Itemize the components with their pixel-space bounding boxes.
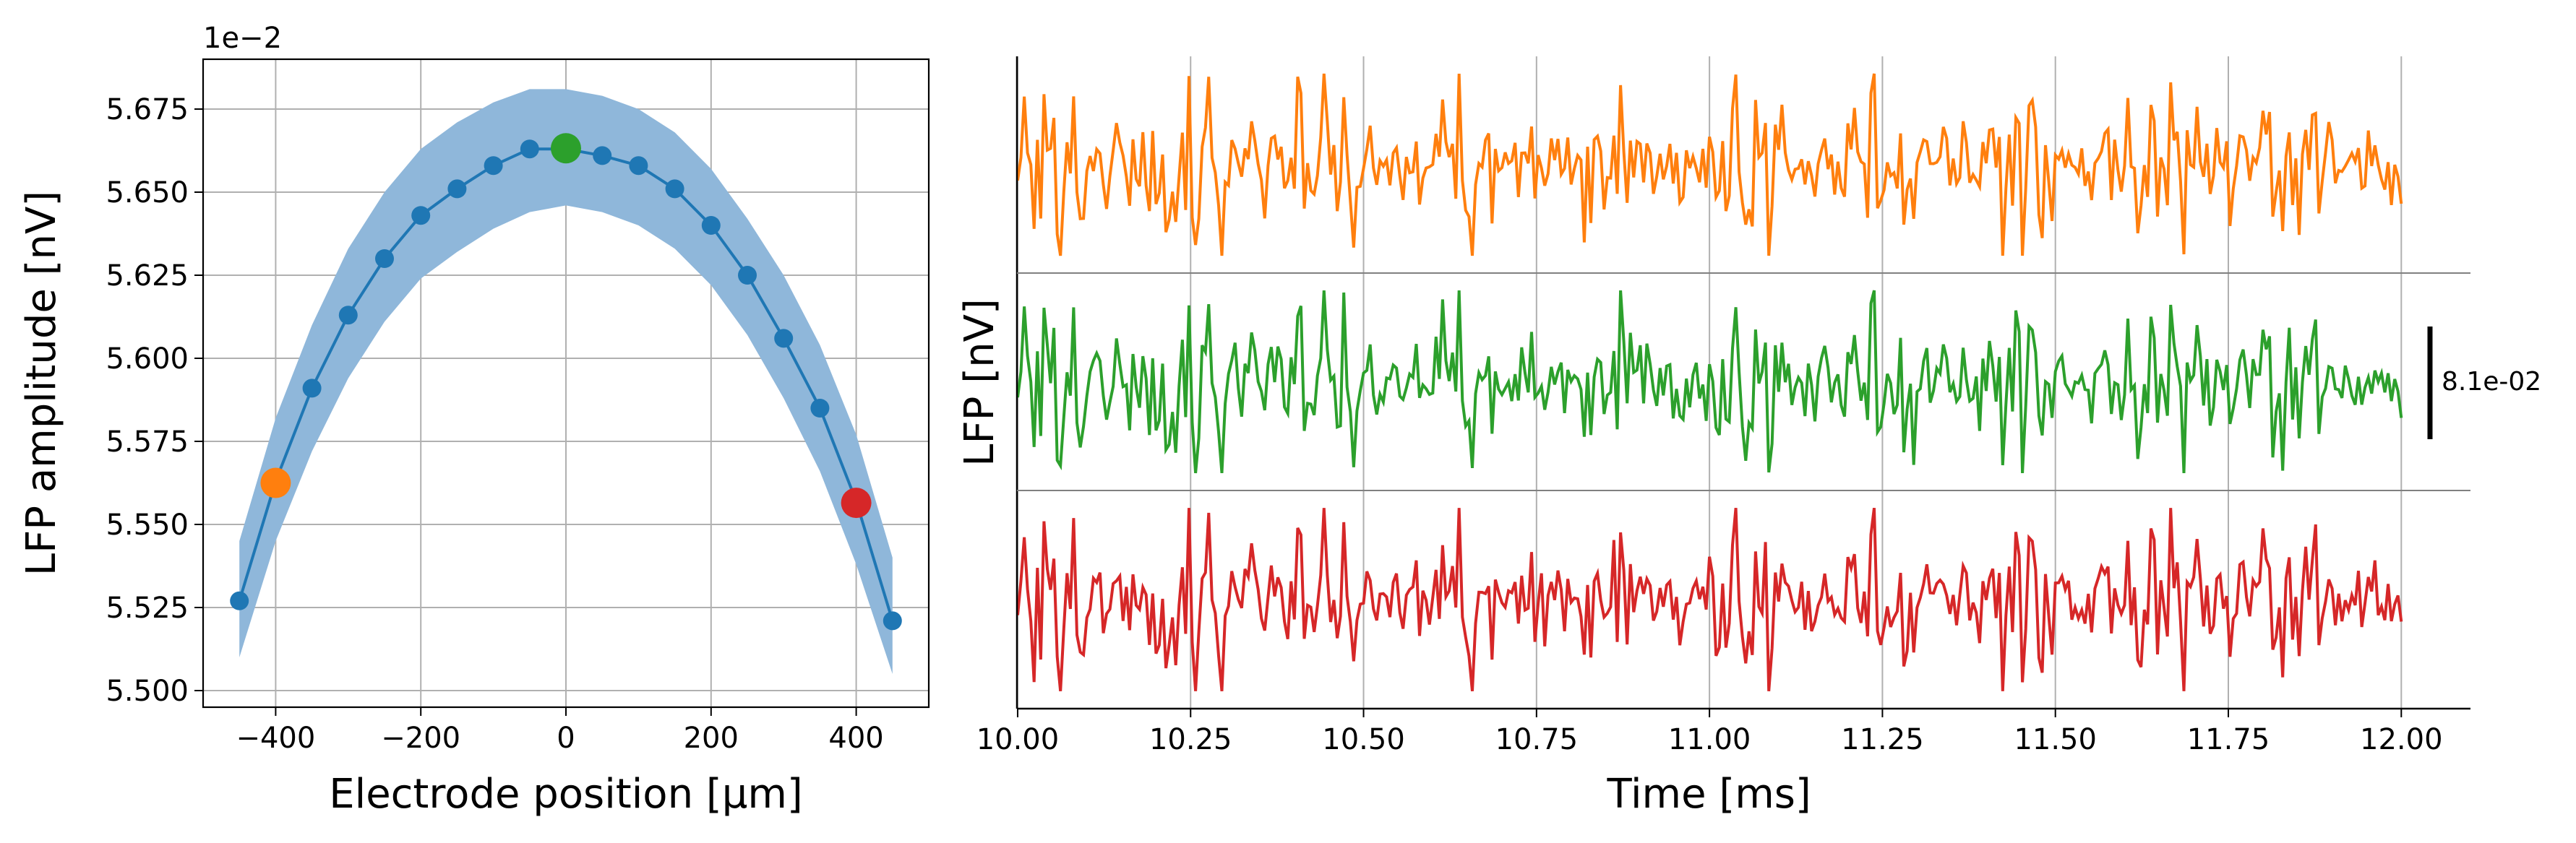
scale-bar-label: 8.1e-02 <box>2442 367 2541 397</box>
data-point <box>302 379 322 398</box>
y-offset-label: 1e−2 <box>203 22 282 55</box>
highlight-point <box>260 467 291 498</box>
left-y-axis-label: LFP amplitude [nV] <box>18 191 65 576</box>
left-y-tick-label: 5.650 <box>106 176 189 209</box>
right-x-tick-label: 10.25 <box>1149 723 1232 756</box>
left-y-tick-label: 5.675 <box>106 93 189 126</box>
left-x-tick-label: −200 <box>381 722 460 755</box>
left-x-tick-label: −400 <box>236 722 315 755</box>
data-point <box>774 329 794 348</box>
right-x-tick-label: 12.00 <box>2360 723 2443 756</box>
data-point <box>230 591 249 610</box>
right-x-tick-label: 10.75 <box>1495 723 1579 756</box>
highlight-point <box>841 488 872 519</box>
amplitude-panel: −400 −200 0 200 400 5.500 5.525 5.550 5.575 5.600… <box>18 22 930 818</box>
left-y-tick-label: 5.500 <box>106 675 189 708</box>
data-point <box>338 306 358 325</box>
left-x-tick-label: 0 <box>557 722 575 755</box>
lfp-trace <box>1016 290 2403 474</box>
data-point <box>411 206 431 225</box>
lfp-trace <box>1016 507 2403 691</box>
data-point <box>484 156 503 176</box>
data-point <box>447 179 467 199</box>
right-traces <box>1016 73 2403 691</box>
right-x-tick-label: 11.50 <box>2014 723 2097 756</box>
left-x-tick-label: 400 <box>828 722 883 755</box>
right-x-tick-label: 10.50 <box>1322 723 1405 756</box>
right-x-tick-label: 11.00 <box>1668 723 1751 756</box>
right-x-tick-label: 11.25 <box>1841 723 1924 756</box>
data-point <box>665 179 684 199</box>
data-point <box>629 156 648 176</box>
left-x-axis-label: Electrode position [μm] <box>329 771 802 818</box>
left-y-tick-label: 5.625 <box>106 259 189 293</box>
left-y-tick-label: 5.575 <box>106 425 189 459</box>
data-point <box>593 146 612 165</box>
right-y-axis-label: LFP [nV] <box>956 298 1003 466</box>
lfp-trace <box>1016 73 2403 256</box>
left-highlight-points <box>260 133 872 519</box>
left-y-tick-label: 5.550 <box>106 509 189 542</box>
data-point <box>810 399 830 418</box>
data-point <box>738 266 757 285</box>
left-y-tick-label: 5.525 <box>106 592 189 625</box>
left-ticks: −400 −200 0 200 400 5.500 5.525 5.550 5.575 5.600… <box>106 93 883 755</box>
left-y-tick-label: 5.600 <box>106 342 189 376</box>
right-x-tick-label: 10.00 <box>976 723 1060 756</box>
data-point <box>883 611 902 631</box>
data-point <box>520 139 539 159</box>
right-x-axis-label: Time [ms] <box>1607 771 1811 818</box>
right-ticks: 10.00 10.25 10.50 10.75 11.00 11.25 11.50 11.75… <box>976 709 2443 756</box>
data-point <box>701 216 721 235</box>
data-point <box>375 249 394 268</box>
left-x-tick-label: 200 <box>684 722 739 755</box>
right-x-tick-label: 11.75 <box>2187 723 2270 756</box>
lfp-traces-panel: 10.00 10.25 10.50 10.75 11.00 11.25 11.50 11.75… <box>956 56 2541 818</box>
scale-bar: 8.1e-02 <box>2427 327 2541 439</box>
highlight-point <box>551 133 581 164</box>
